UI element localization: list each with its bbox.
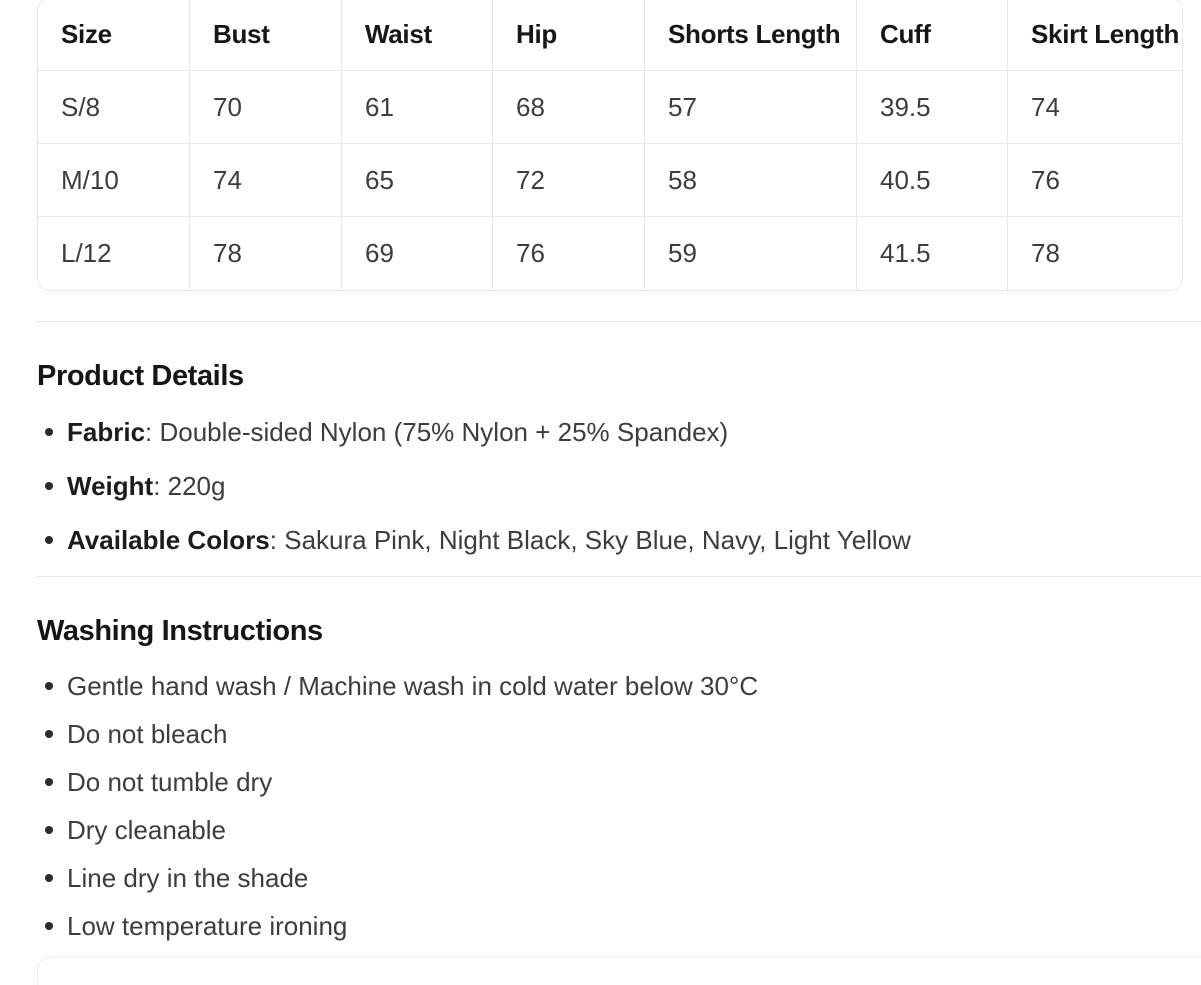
column-header-skirt-length: Skirt Length	[1008, 0, 1182, 71]
table-cell: 59	[645, 217, 857, 290]
table-cell: 69	[342, 217, 493, 290]
bullet-icon	[45, 428, 53, 436]
table-cell-size: M/10	[38, 144, 190, 217]
size-chart-table: Size Bust Waist Hip Shorts Length Cuff S…	[38, 0, 1182, 290]
size-chart-card: Size Bust Waist Hip Shorts Length Cuff S…	[37, 0, 1183, 291]
list-item-weight: Weight: 220g	[37, 468, 1201, 504]
item-text: Line dry in the shade	[67, 863, 309, 893]
item-text: Do not tumble dry	[67, 767, 273, 797]
table-row: L/12 78 69 76 59 41.5 78	[38, 217, 1182, 290]
bullet-icon	[45, 536, 53, 544]
next-section-card-top	[37, 956, 1201, 985]
bullet-icon	[45, 730, 53, 738]
column-header-shorts-length: Shorts Length	[645, 0, 857, 71]
bullet-icon	[45, 922, 53, 930]
table-cell: 58	[645, 144, 857, 217]
item-text: Do not bleach	[67, 719, 228, 749]
bullet-icon	[45, 874, 53, 882]
table-cell: 72	[493, 144, 645, 217]
list-item-line-dry: Line dry in the shade	[37, 860, 1201, 896]
product-details-heading: Product Details	[37, 360, 244, 392]
item-text: Low temperature ironing	[67, 911, 348, 941]
table-cell: 41.5	[857, 217, 1008, 290]
table-cell: 68	[493, 71, 645, 144]
table-row: S/8 70 61 68 57 39.5 74	[38, 71, 1182, 144]
item-text: : 220g	[153, 471, 226, 501]
column-header-waist: Waist	[342, 0, 493, 71]
list-item-no-tumble-dry: Do not tumble dry	[37, 764, 1201, 800]
list-item-wash: Gentle hand wash / Machine wash in cold …	[37, 668, 1201, 704]
table-cell-size: L/12	[38, 217, 190, 290]
section-divider	[37, 576, 1201, 577]
bullet-icon	[45, 778, 53, 786]
bullet-icon	[45, 682, 53, 690]
table-cell: 57	[645, 71, 857, 144]
table-cell: 65	[342, 144, 493, 217]
washing-instructions-heading: Washing Instructions	[37, 615, 323, 647]
item-label: Available Colors	[67, 525, 270, 555]
table-cell: 74	[190, 144, 342, 217]
table-cell: 74	[1008, 71, 1182, 144]
item-label: Fabric	[67, 417, 146, 447]
table-cell: 40.5	[857, 144, 1008, 217]
item-text: Gentle hand wash / Machine wash in cold …	[67, 671, 759, 701]
table-cell: 78	[190, 217, 342, 290]
table-row: M/10 74 65 72 58 40.5 76	[38, 144, 1182, 217]
product-details-section: Product Details Fabric: Double-sided Nyl…	[0, 358, 1201, 558]
item-text: Dry cleanable	[67, 815, 226, 845]
table-cell: 76	[493, 217, 645, 290]
table-cell: 61	[342, 71, 493, 144]
washing-instructions-section: Washing Instructions Gentle hand wash / …	[0, 613, 1201, 944]
table-cell: 70	[190, 71, 342, 144]
list-item-fabric: Fabric: Double-sided Nylon (75% Nylon + …	[37, 414, 1201, 450]
table-cell: 39.5	[857, 71, 1008, 144]
washing-instructions-list: Gentle hand wash / Machine wash in cold …	[37, 668, 1201, 944]
list-item-available-colors: Available Colors: Sakura Pink, Night Bla…	[37, 522, 1201, 558]
bullet-icon	[45, 826, 53, 834]
column-header-bust: Bust	[190, 0, 342, 71]
table-cell: 78	[1008, 217, 1182, 290]
list-item-dry-cleanable: Dry cleanable	[37, 812, 1201, 848]
item-text: : Double-sided Nylon (75% Nylon + 25% Sp…	[145, 417, 729, 447]
column-header-size: Size	[38, 0, 190, 71]
table-cell: 76	[1008, 144, 1182, 217]
column-header-hip: Hip	[493, 0, 645, 71]
section-divider	[37, 321, 1201, 322]
list-item-low-temp-ironing: Low temperature ironing	[37, 908, 1201, 944]
product-details-list: Fabric: Double-sided Nylon (75% Nylon + …	[37, 414, 1201, 558]
item-text: : Sakura Pink, Night Black, Sky Blue, Na…	[269, 525, 911, 555]
item-label: Weight	[67, 471, 154, 501]
table-header-row: Size Bust Waist Hip Shorts Length Cuff S…	[38, 0, 1182, 71]
table-cell-size: S/8	[38, 71, 190, 144]
list-item-no-bleach: Do not bleach	[37, 716, 1201, 752]
bullet-icon	[45, 482, 53, 490]
column-header-cuff: Cuff	[857, 0, 1008, 71]
